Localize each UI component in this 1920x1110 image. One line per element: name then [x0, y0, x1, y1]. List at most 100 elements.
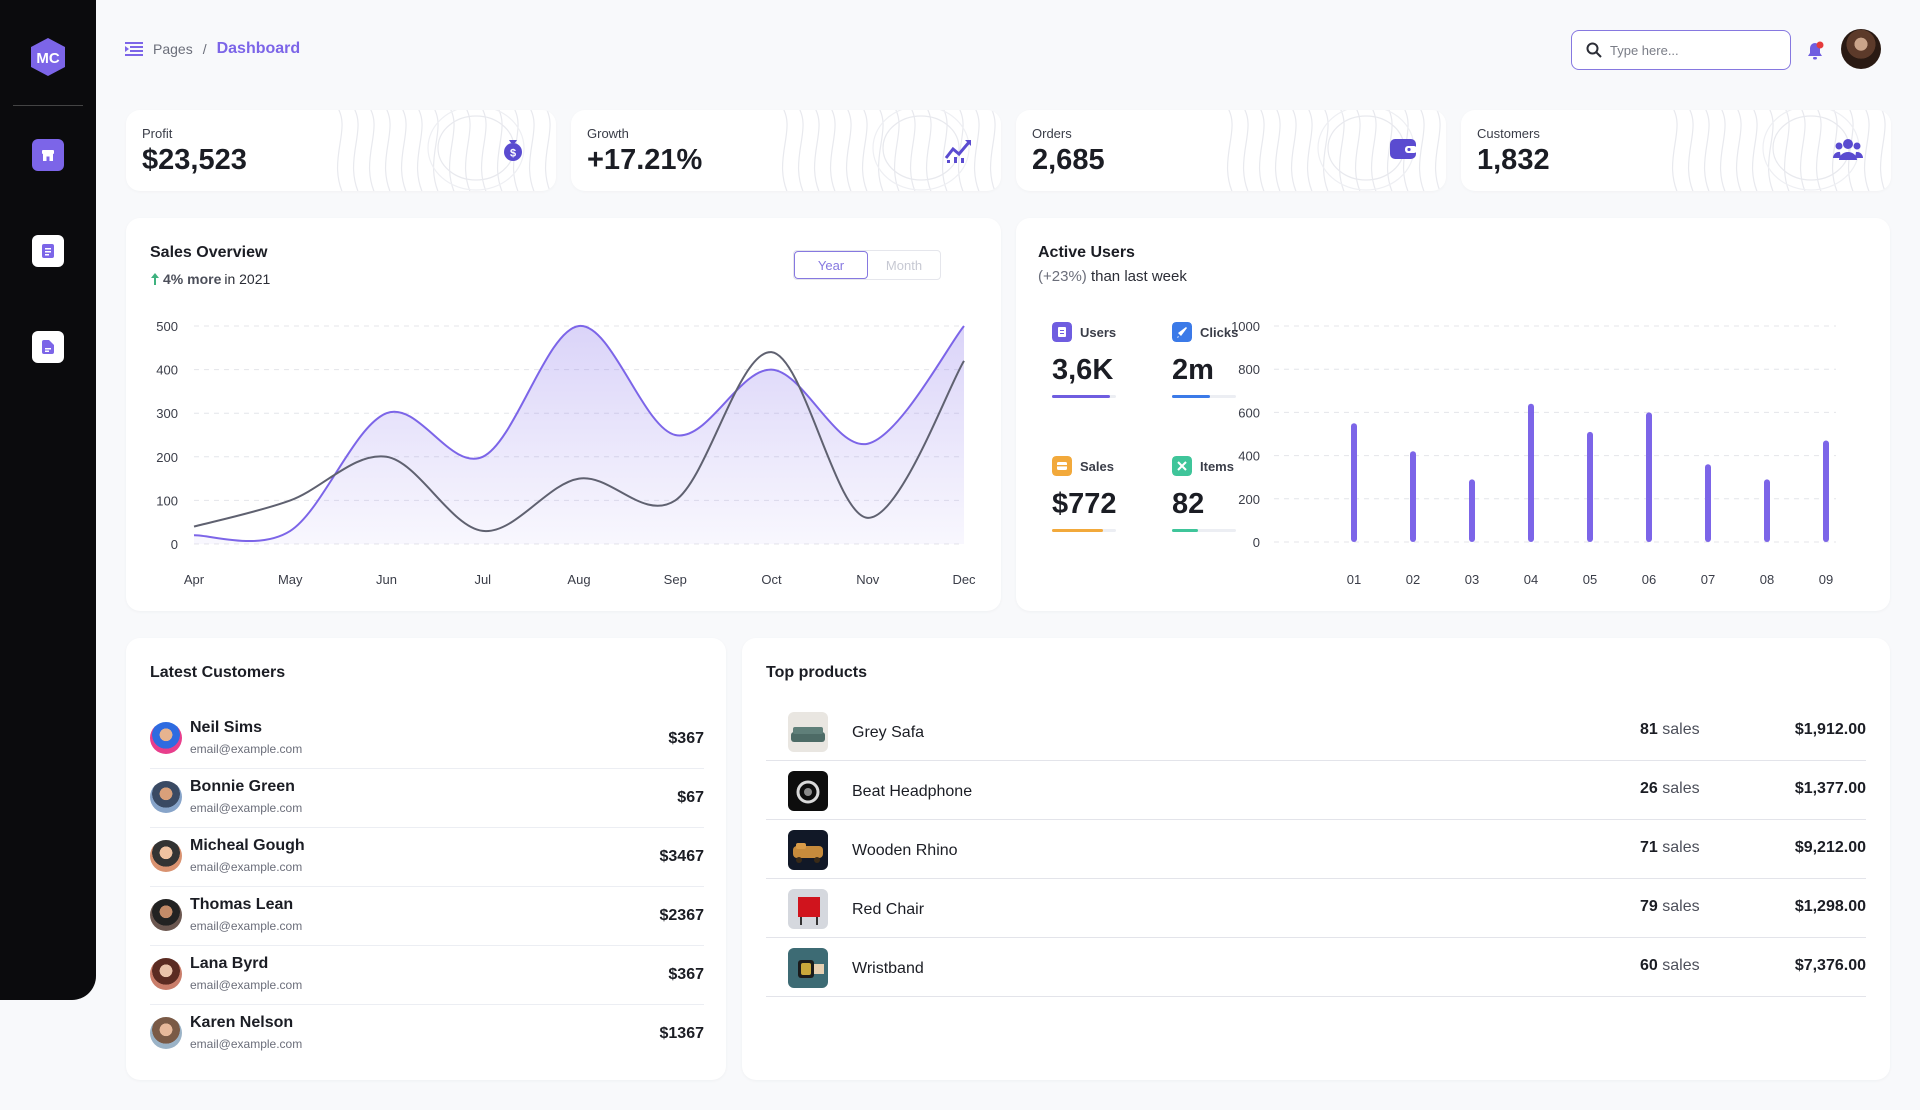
product-row[interactable]: Grey Safa 81 sales $1,912.00: [766, 702, 1866, 761]
x-tick-label: 06: [1642, 572, 1656, 587]
y-tick-label: 500: [156, 319, 178, 334]
sidebar-divider: [13, 105, 83, 106]
user-avatar[interactable]: [1841, 29, 1881, 69]
bar: [1646, 412, 1652, 542]
sidebar-item-store[interactable]: [32, 139, 64, 171]
customer-row[interactable]: Micheal Gough email@example.com $3467: [150, 828, 704, 887]
x-tick-label: 07: [1701, 572, 1715, 587]
latest-customers-title: Latest Customers: [150, 664, 286, 681]
period-toggle[interactable]: Year Month: [793, 250, 941, 280]
metric-progress-fill: [1052, 529, 1104, 532]
active-users-title: Active Users: [1038, 244, 1135, 261]
x-tick-label: Oct: [761, 572, 782, 587]
x-tick-label: 08: [1760, 572, 1774, 587]
active-users-subtitle: (+23%) than last week: [1038, 268, 1187, 285]
active-users-period: than last week: [1090, 268, 1187, 285]
customer-name: Micheal Gough: [190, 837, 305, 854]
stat-card-orders: Orders 2,685: [1016, 110, 1446, 191]
search-box[interactable]: [1571, 30, 1791, 70]
wristband-image: [788, 948, 828, 988]
users-icon: [1833, 139, 1863, 160]
sales-overview-subtitle: 4% more in 2021: [150, 271, 270, 287]
y-tick-label: 200: [1238, 492, 1260, 507]
product-row[interactable]: Red Chair 79 sales $1,298.00: [766, 879, 1866, 938]
x-tick-label: Jul: [474, 572, 491, 587]
notification-bell-icon[interactable]: [1804, 40, 1826, 62]
product-name: Beat Headphone: [852, 783, 973, 800]
product-row[interactable]: Beat Headphone 26 sales $1,377.00: [766, 761, 1866, 820]
customer-avatar: [150, 840, 182, 872]
metric-label: Users: [1080, 324, 1117, 340]
y-tick-label: 0: [1253, 535, 1260, 550]
product-sales-word: sales: [1662, 898, 1700, 915]
sales-overview-title: Sales Overview: [150, 244, 268, 261]
file-icon: [42, 340, 54, 354]
product-row[interactable]: Wristband 60 sales $7,376.00: [766, 938, 1866, 997]
customer-row[interactable]: Neil Sims email@example.com $367: [150, 710, 704, 769]
bar: [1410, 451, 1416, 542]
metric-users: Users 3,6K: [1052, 322, 1162, 398]
metric-progress: [1172, 395, 1236, 398]
customer-name: Karen Nelson: [190, 1014, 294, 1031]
bar: [1823, 440, 1829, 542]
x-tick-label: 04: [1524, 572, 1538, 587]
metric-progress: [1172, 529, 1236, 532]
y-tick-label: 0: [171, 537, 178, 552]
svg-text:MC: MC: [36, 50, 59, 67]
active-users-panel: 0 200 400 600 800 1000 01 02 03 04 05 06 07 08 09 Acti…: [1016, 218, 1890, 611]
x-tick-label: 03: [1465, 572, 1479, 587]
search-input[interactable]: [1610, 42, 1770, 58]
customer-row[interactable]: Lana Byrd email@example.com $367: [150, 946, 704, 1005]
stat-card-growth: Growth +17.21%: [571, 110, 1001, 191]
sidebar-item-document[interactable]: [32, 235, 64, 267]
toggle-year[interactable]: Year: [794, 251, 868, 279]
customer-row[interactable]: Karen Nelson email@example.com $1367: [150, 1005, 704, 1064]
customer-amount: $3467: [659, 848, 705, 865]
customer-amount: $367: [668, 966, 704, 983]
arrow-up-icon: [151, 273, 159, 285]
card-pattern: [336, 110, 551, 191]
x-tick-label: Sep: [664, 572, 687, 587]
headphone-image: [788, 771, 828, 811]
product-row[interactable]: Wooden Rhino 71 sales $9,212.00: [766, 820, 1866, 879]
customer-avatar: [150, 899, 182, 931]
bar: [1705, 464, 1711, 542]
metric-progress-fill: [1052, 395, 1110, 398]
product-price: $9,212.00: [1794, 839, 1866, 856]
customer-name: Bonnie Green: [190, 778, 295, 795]
brand-logo[interactable]: MC: [30, 37, 66, 77]
money-bag-icon: $: [504, 140, 522, 161]
product-price: $7,376.00: [1794, 957, 1866, 974]
metric-value: 2m: [1172, 354, 1214, 386]
product-price: $1,298.00: [1794, 898, 1866, 915]
document-icon: [42, 244, 54, 258]
cart-icon: [1052, 456, 1072, 476]
y-tick-label: 200: [156, 450, 178, 465]
customer-amount: $367: [668, 730, 704, 747]
toggle-month[interactable]: Month: [885, 257, 923, 273]
x-tick-label: Aug: [567, 572, 590, 587]
x-tick-label: 02: [1406, 572, 1420, 587]
red-chair-image: [788, 889, 828, 929]
stat-value: 2,685: [1032, 144, 1105, 176]
metric-progress-fill: [1172, 395, 1211, 398]
metric-value: $772: [1052, 488, 1117, 520]
sidebar-item-file[interactable]: [32, 331, 64, 363]
bar: [1469, 479, 1475, 542]
menu-collapse-icon[interactable]: [125, 42, 143, 56]
sales-overview-chart: 0 100 200 300 400 500 Apr May Jun Jul Aug Sep Oct Nov…: [156, 319, 976, 587]
customer-email: email@example.com: [190, 919, 303, 933]
customer-row[interactable]: Bonnie Green email@example.com $67: [150, 769, 704, 828]
customer-avatar: [150, 781, 182, 813]
stat-value: +17.21%: [587, 144, 703, 176]
customer-email: email@example.com: [190, 801, 303, 815]
x-tick-label: 09: [1819, 572, 1833, 587]
customer-row[interactable]: Thomas Lean email@example.com $2367: [150, 887, 704, 946]
breadcrumb-parent[interactable]: Pages: [153, 41, 193, 57]
sidebar: MC: [0, 0, 96, 1000]
x-tick-label: May: [278, 572, 303, 587]
product-sales: 26 sales: [1640, 780, 1700, 798]
product-sales-count: 26: [1640, 780, 1658, 797]
stat-label: Growth: [587, 126, 629, 141]
bar: [1587, 431, 1593, 542]
